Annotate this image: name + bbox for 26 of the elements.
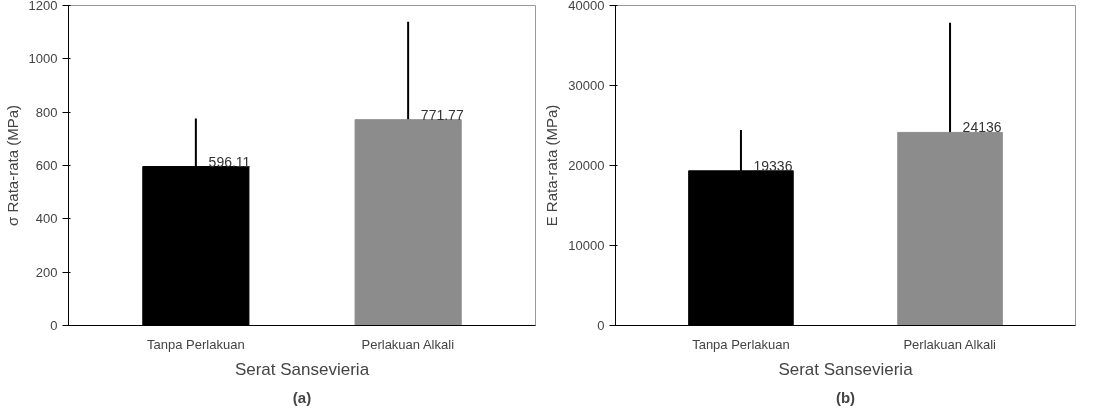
y-tick-label: 10000 [568,238,605,253]
y-tick-label: 1200 [28,0,58,13]
x-axis-title: Serat Sansevieria [778,359,914,379]
x-tick-label: Perlakuan Alkali [361,336,455,352]
data-label: 771.77 [420,106,464,123]
y-tick-label: 20000 [568,158,605,173]
y-tick-label: 1000 [28,51,58,67]
x-tick-label: Tanpa Perlakuan [692,336,790,352]
data-label: 24136 [962,119,1002,136]
y-tick-label: 0 [597,318,605,333]
text: (a) [292,388,312,406]
y-axis-title: E Rata-rata (MPa) [543,104,561,227]
x-tick-label: Perlakuan Alkali [903,336,997,352]
y-tick-label: 0 [50,318,58,333]
y-axis-title: σ Rata-rata (MPa) [3,105,21,226]
y-tick-label: 200 [35,264,58,280]
y-tick-label: 30000 [568,78,605,93]
y-tick-label: 600 [35,158,58,173]
text: (b) [835,388,856,406]
data-label: 19336 [753,157,793,174]
y-tick-label: 400 [35,211,58,227]
x-tick-label: Tanpa Perlakuan [147,336,245,352]
y-tick-label: 800 [35,104,58,120]
data-label: 596.11 [208,153,251,170]
x-axis-title: Serat Sansevieria [234,359,370,379]
y-tick-label: 40000 [568,0,605,13]
